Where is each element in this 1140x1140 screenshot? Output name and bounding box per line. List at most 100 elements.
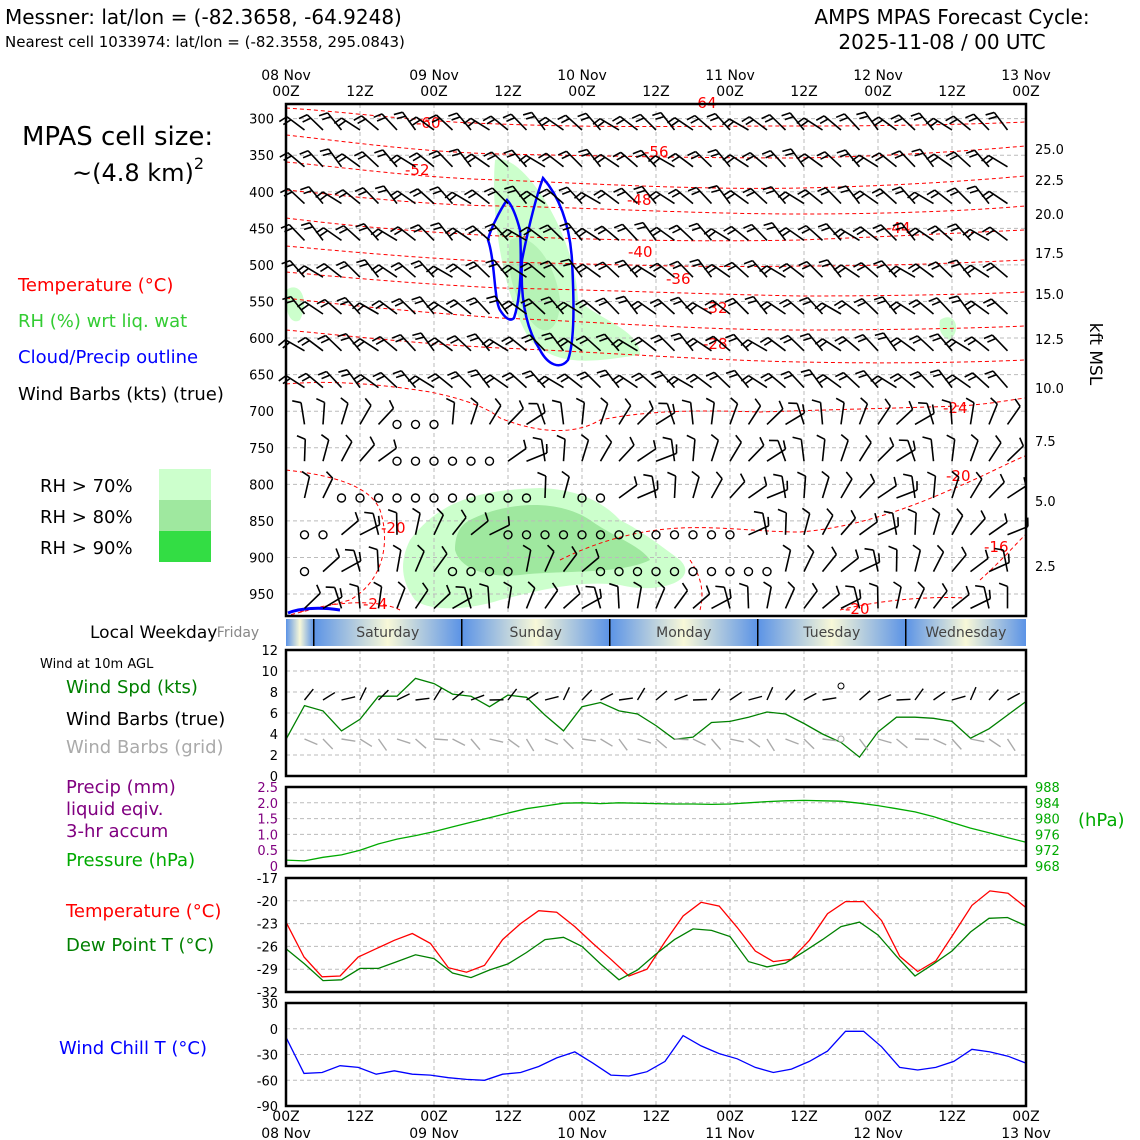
wind-barb-feather xyxy=(344,548,355,552)
wind-barb-staff xyxy=(919,148,935,168)
wind-barb-staff xyxy=(677,260,694,278)
wind-barb xyxy=(609,582,620,609)
wind-barb-feather xyxy=(855,157,865,164)
wind-barb-feather xyxy=(635,117,645,123)
wind-barb-staff xyxy=(565,150,583,168)
wind-barb-feather xyxy=(543,264,553,269)
wind-barb-feather xyxy=(801,507,811,515)
wind-barb xyxy=(707,148,731,168)
wind-barb xyxy=(669,260,694,278)
wind-barb-staff xyxy=(936,297,953,315)
wind-barb-feather xyxy=(745,155,755,161)
wind-barb-feather xyxy=(985,157,994,165)
wind-barb-staff xyxy=(825,187,842,205)
wind-barb xyxy=(615,295,639,315)
wind-barb-feather xyxy=(611,338,620,346)
wind-barb-feather xyxy=(487,190,497,197)
wind-barb-feather xyxy=(624,398,632,407)
wind-barb-feather xyxy=(596,369,606,374)
wind-barb-feather xyxy=(410,260,420,265)
wind-barb-true xyxy=(359,687,367,701)
wind-barb-staff xyxy=(621,187,639,205)
wind-barb-feather xyxy=(657,581,666,589)
wind-barb-staff xyxy=(766,301,786,315)
wind-barb-feather xyxy=(579,338,589,345)
wind-barb-staff xyxy=(993,111,1009,131)
wind-barb-feather xyxy=(778,262,788,270)
wind-barb-feather xyxy=(927,261,937,267)
calm-wind-circle xyxy=(521,493,532,503)
wind-barb xyxy=(667,188,694,205)
wind-barb xyxy=(575,299,602,315)
wind-barb-feather xyxy=(746,227,756,233)
wind-barb-staff xyxy=(525,549,532,572)
wind-barb-feather xyxy=(412,155,422,162)
wind-barb-staff xyxy=(655,155,675,168)
wind-barb-feather xyxy=(918,401,928,405)
wind-barb xyxy=(801,507,811,536)
top-hour-label-2: 00Z xyxy=(568,84,595,100)
wind-barb-feather xyxy=(557,150,567,156)
wind-barb xyxy=(408,152,435,168)
wind-barb-staff xyxy=(969,478,983,499)
wind-barb-staff xyxy=(396,154,416,168)
wind-barb-staff xyxy=(853,586,861,609)
wind-barb-feather xyxy=(651,370,661,376)
bottom-hour-label: 00Z xyxy=(716,1109,743,1125)
wind-barb-feather xyxy=(783,374,793,380)
wind-barb-feather xyxy=(467,192,477,199)
weekday-segment xyxy=(609,619,758,646)
wind-barb xyxy=(504,185,528,205)
wind-barb-feather xyxy=(951,470,960,478)
wind-barb-feather xyxy=(649,262,658,269)
wind-barb-staff xyxy=(491,151,509,168)
windchill-line xyxy=(285,1030,1027,1081)
calm-wind-circle xyxy=(651,530,661,540)
wind-barb-feather xyxy=(611,374,620,382)
wind-barb-feather xyxy=(653,265,662,272)
wind-barb xyxy=(951,470,960,499)
wind-barb-staff xyxy=(988,403,998,425)
pressure-tick-label: 850 xyxy=(249,515,274,530)
wind-barb xyxy=(396,581,406,609)
panel-y-tick-label: 2.5 xyxy=(257,781,278,796)
wind-barb-feather xyxy=(469,588,473,598)
wind-speed-line xyxy=(285,677,1027,759)
wind-barb-feather xyxy=(520,298,530,304)
wind-barb xyxy=(685,373,712,389)
wind-barb-feather xyxy=(374,149,384,154)
wind-barb-feather xyxy=(322,152,332,157)
wind-barb-staff xyxy=(731,261,750,278)
wind-barb-feather xyxy=(892,268,901,276)
wind-barb-staff xyxy=(327,112,343,131)
wind-barb-feather xyxy=(835,585,841,595)
wind-barb-feather xyxy=(393,229,403,236)
wind-barb-staff xyxy=(333,587,343,609)
wind-barb xyxy=(763,581,772,609)
wind-barb-true xyxy=(452,690,464,701)
wind-barb-feather xyxy=(946,187,956,193)
wind-barb-feather xyxy=(875,227,885,233)
wind-barb-feather xyxy=(988,589,992,599)
wind-barb-feather xyxy=(561,470,570,478)
wind-barb xyxy=(909,371,935,389)
calm-wind-circle xyxy=(466,456,476,466)
wind-barb xyxy=(662,436,676,462)
wind-barb-feather xyxy=(911,148,921,153)
wind-barb-feather xyxy=(592,118,601,125)
wind-barb xyxy=(392,544,402,572)
wind-barb xyxy=(465,261,491,278)
wind-barb-feather xyxy=(375,339,385,345)
wind-barb-feather xyxy=(856,111,866,116)
wind-barb-staff xyxy=(304,336,324,352)
wind-barb xyxy=(837,185,861,205)
wind-barb-staff xyxy=(781,476,787,499)
wind-barb xyxy=(526,403,546,426)
wind-barb-feather xyxy=(451,116,461,121)
wind-barb xyxy=(499,228,527,242)
wind-barb-feather xyxy=(578,266,588,273)
wind-barb-feather xyxy=(634,339,644,346)
wind-barb xyxy=(409,188,435,205)
wind-barb-grid xyxy=(674,738,689,741)
wind-barb-feather xyxy=(891,150,901,156)
